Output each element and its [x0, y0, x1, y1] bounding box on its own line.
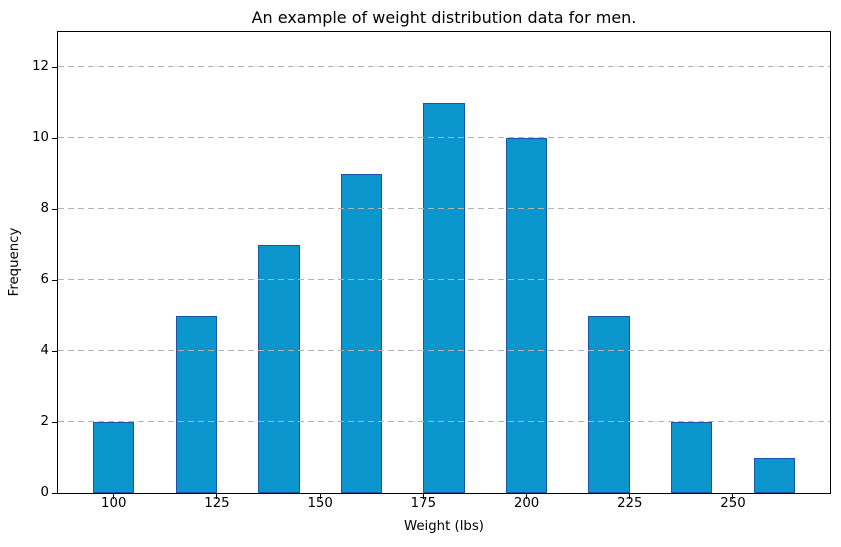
bar	[175, 315, 217, 493]
gridline	[58, 208, 830, 210]
y-tick-mark	[52, 421, 57, 423]
x-tick-mark	[113, 494, 115, 499]
bar	[93, 422, 135, 493]
x-tick-label: 225	[617, 496, 643, 511]
y-tick-label: 2	[40, 414, 49, 430]
y-tick-mark	[52, 137, 57, 139]
bar	[588, 315, 630, 493]
x-tick-mark	[526, 494, 528, 499]
gridline	[58, 66, 830, 68]
bar	[671, 422, 713, 493]
y-tick-mark	[52, 279, 57, 281]
x-tick-label: 100	[101, 496, 127, 511]
gridline	[58, 421, 830, 423]
plot-area: 100 125 150 175 200 225 250 0 2 4 6 8 10 12	[32, 31, 831, 511]
y-tick-label: 6	[40, 272, 49, 288]
x-tick-label: 200	[513, 496, 540, 511]
bar	[258, 244, 300, 493]
gridline	[58, 279, 830, 281]
x-axis-label: Weight (lbs)	[404, 519, 484, 534]
chart-title: An example of weight distribution data f…	[251, 8, 637, 27]
x-tick-mark	[422, 494, 424, 499]
bar	[753, 457, 795, 493]
y-tick-mark	[52, 66, 57, 68]
bar	[340, 173, 383, 493]
y-tick-mark	[52, 208, 57, 210]
bar	[423, 102, 465, 493]
x-tick-mark	[732, 494, 734, 499]
y-tick-label: 12	[32, 59, 49, 75]
x-tick-mark	[216, 494, 218, 499]
y-axis-label: Frequency	[7, 227, 22, 297]
y-tick-label: 8	[40, 201, 49, 217]
x-tick-mark	[319, 494, 321, 499]
y-tick-mark	[52, 350, 57, 352]
y-tick-label: 0	[40, 485, 49, 500]
x-tick-label: 175	[410, 496, 437, 511]
x-tick-label: 250	[720, 496, 746, 511]
y-tick-mark	[52, 492, 57, 494]
y-tick-label: 10	[32, 130, 49, 146]
x-tick-label: 125	[204, 496, 230, 511]
gridline	[58, 350, 830, 352]
y-tick-label: 4	[40, 343, 49, 359]
x-tick-label: 150	[307, 496, 333, 511]
gridline	[58, 137, 830, 139]
x-tick-mark	[629, 494, 631, 499]
bar	[505, 138, 548, 493]
